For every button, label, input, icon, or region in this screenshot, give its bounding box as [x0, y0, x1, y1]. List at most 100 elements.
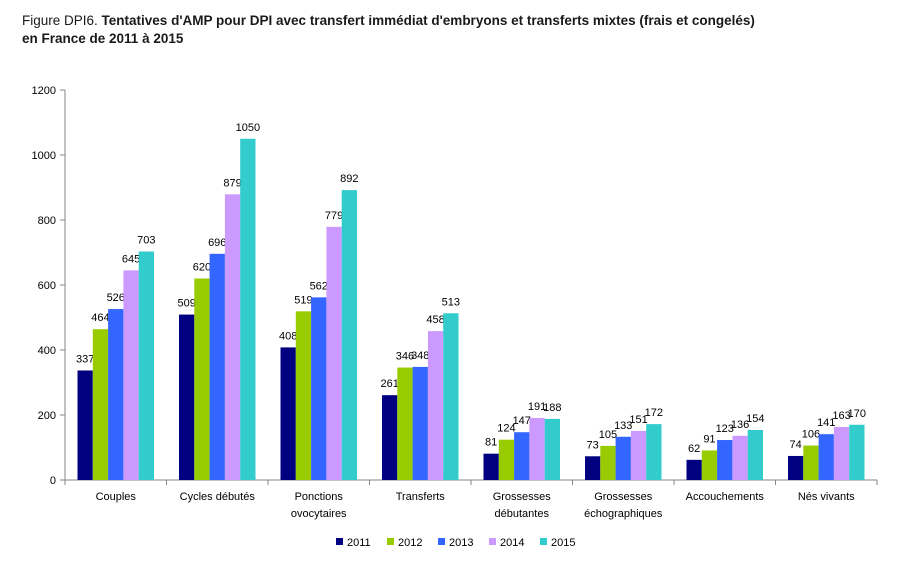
bar [240, 138, 256, 480]
bar [646, 424, 662, 480]
bar [788, 455, 804, 480]
bar [544, 418, 560, 480]
data-label: 645 [122, 253, 140, 265]
data-label: 73 [587, 439, 599, 451]
data-label: 261 [380, 378, 398, 390]
data-label: 151 [629, 414, 647, 426]
x-category-label: Ponctions [295, 491, 344, 503]
data-label: 519 [294, 294, 312, 306]
data-label: 74 [790, 439, 802, 451]
y-tick-label: 0 [50, 475, 56, 487]
legend-swatch [336, 538, 343, 545]
data-label: 513 [442, 296, 460, 308]
legend-swatch [387, 538, 394, 545]
x-category-label: Accouchements [686, 491, 765, 503]
y-tick-label: 400 [38, 345, 56, 357]
bar [615, 436, 631, 480]
bar [514, 432, 530, 480]
data-label: 147 [513, 415, 531, 427]
title-text-line2: en France de 2011 à 2015 [22, 31, 184, 46]
data-label: 879 [223, 177, 241, 189]
x-category-label: échographiques [584, 508, 663, 520]
bar [818, 434, 834, 480]
bar [833, 427, 850, 480]
bar [326, 226, 342, 480]
bar [397, 367, 413, 480]
data-label: 81 [485, 437, 497, 449]
data-label: 170 [848, 408, 866, 420]
data-label: 464 [91, 312, 109, 324]
bar [498, 439, 515, 480]
data-label: 509 [177, 298, 195, 310]
data-label: 191 [528, 401, 546, 413]
bar [77, 370, 93, 480]
bar [747, 429, 763, 480]
legend-label: 2015 [551, 537, 575, 549]
data-label: 172 [645, 407, 663, 419]
y-tick-label: 1000 [32, 150, 56, 162]
data-label: 62 [688, 443, 700, 455]
data-label: 562 [310, 280, 328, 292]
legend-swatch [489, 538, 496, 545]
chart-title: Figure DPI6. Tentatives d'AMP pour DPI a… [22, 12, 892, 48]
bar [92, 329, 109, 480]
bar [849, 424, 865, 480]
legend-label: 2011 [347, 537, 371, 549]
bar [732, 435, 748, 480]
bar [600, 445, 616, 480]
data-label: 779 [325, 210, 343, 222]
y-tick-label: 600 [38, 280, 56, 292]
data-label: 348 [411, 350, 429, 362]
x-category-label: Couples [96, 491, 137, 503]
data-label: 154 [746, 413, 764, 425]
data-label: 141 [817, 417, 835, 429]
x-category-label: Grossesses [594, 491, 653, 503]
bar [529, 417, 545, 480]
bar [382, 395, 398, 480]
legend-label: 2014 [500, 537, 524, 549]
y-tick-label: 800 [38, 215, 56, 227]
bar [311, 297, 327, 480]
data-label: 133 [614, 420, 632, 432]
bar [630, 430, 647, 480]
data-label: 337 [76, 353, 94, 365]
data-label: 892 [340, 173, 358, 185]
legend-swatch [438, 538, 445, 545]
bar [341, 190, 357, 480]
bar [280, 347, 296, 480]
legend-label: 2013 [449, 537, 473, 549]
data-label: 124 [497, 423, 515, 435]
bar [443, 313, 459, 480]
y-tick-label: 1200 [32, 85, 56, 97]
x-category-label: Nés vivants [798, 491, 855, 503]
figure-number: Figure DPI6. [22, 13, 98, 28]
data-label: 188 [543, 402, 561, 414]
bar [701, 450, 718, 480]
bar [108, 309, 124, 480]
data-label: 696 [208, 237, 226, 249]
data-label: 106 [802, 429, 820, 441]
data-label: 458 [426, 314, 444, 326]
x-category-label: Cycles débutés [180, 491, 256, 503]
bar [194, 278, 210, 480]
x-category-label: Transferts [396, 491, 446, 503]
bar [295, 311, 312, 480]
legend-label: 2012 [398, 537, 422, 549]
bar [686, 459, 702, 480]
bar [179, 314, 195, 480]
data-label: 91 [703, 433, 715, 445]
bar [427, 331, 444, 480]
bar [412, 366, 428, 480]
data-label: 105 [599, 429, 617, 441]
bar [717, 440, 733, 480]
data-label: 703 [137, 235, 155, 247]
bar [803, 445, 819, 480]
y-tick-label: 200 [38, 410, 56, 422]
data-label: 123 [716, 423, 734, 435]
title-text-line1: Tentatives d'AMP pour DPI avec transfert… [101, 13, 755, 28]
data-label: 346 [396, 351, 414, 363]
legend-swatch [540, 538, 547, 545]
data-label: 1050 [236, 122, 260, 134]
bar [224, 194, 241, 480]
